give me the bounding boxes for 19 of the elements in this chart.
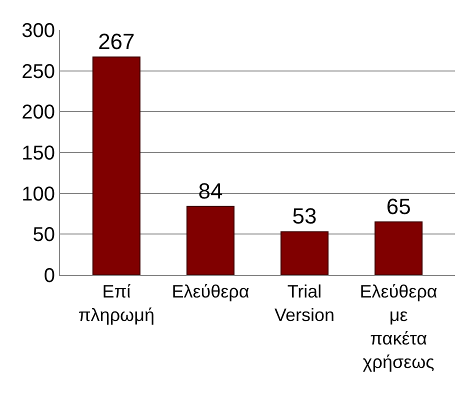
y-tick-label: 250 bbox=[22, 60, 55, 83]
bar bbox=[186, 206, 234, 275]
x-tick-label: Επί πληρωμή bbox=[78, 282, 154, 325]
x-tick-label: Trial Version bbox=[274, 282, 335, 325]
y-tick-label: 100 bbox=[22, 183, 55, 206]
data-label: 267 bbox=[98, 28, 135, 54]
x-tick-label: Ελεύθερα με πακέτα χρήσεως bbox=[360, 282, 438, 372]
y-tick-label: 200 bbox=[22, 102, 55, 124]
data-label: 84 bbox=[198, 178, 223, 204]
y-tick-label: 300 bbox=[22, 20, 55, 42]
y-tick-label: 150 bbox=[22, 142, 55, 164]
y-tick-label: 50 bbox=[32, 224, 55, 246]
bar bbox=[92, 56, 140, 275]
x-tick-label: Ελεύθερα bbox=[172, 282, 250, 302]
data-label: 65 bbox=[386, 194, 411, 219]
data-label: 53 bbox=[292, 204, 317, 229]
bar bbox=[280, 231, 329, 275]
bar bbox=[374, 221, 423, 275]
y-tick-label: 0 bbox=[44, 265, 55, 287]
